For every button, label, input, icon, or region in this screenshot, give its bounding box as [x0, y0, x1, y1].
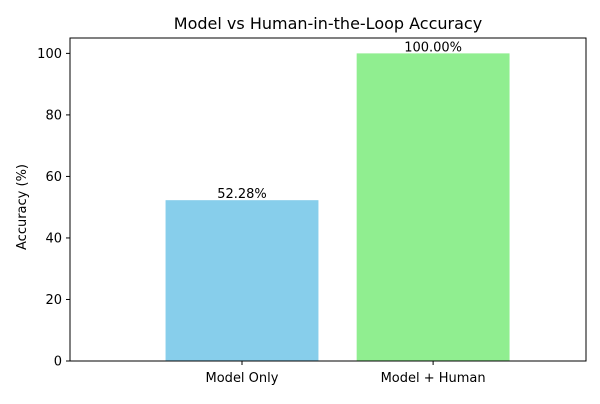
y-tick-label-0: 0 [54, 355, 62, 370]
plot-area-frame [69, 37, 587, 362]
bar-1 [356, 53, 510, 361]
y-axis-label: Accuracy (%) [15, 164, 30, 250]
chart-title: Model vs Human-in-the-Loop Accuracy [174, 14, 482, 33]
y-tick-label-5: 100 [37, 47, 62, 62]
y-tick-label-3: 60 [45, 170, 62, 185]
bar-0 [165, 200, 319, 361]
data-labels-layer: 52.28% 100.00% [217, 40, 462, 202]
data-label-0: 52.28% [217, 187, 267, 202]
x-tick-label-0: Model Only [206, 371, 279, 386]
x-ticks-layer: Model Only Model + Human [206, 361, 486, 386]
y-ticks-layer: 0 20 40 60 80 100 [37, 47, 70, 370]
y-tick-label-4: 80 [45, 108, 62, 123]
bars-layer [165, 53, 510, 361]
x-tick-label-1: Model + Human [381, 371, 486, 386]
y-tick-label-1: 20 [45, 293, 62, 308]
y-tick-label-2: 40 [45, 231, 62, 246]
data-label-1: 100.00% [404, 40, 462, 55]
